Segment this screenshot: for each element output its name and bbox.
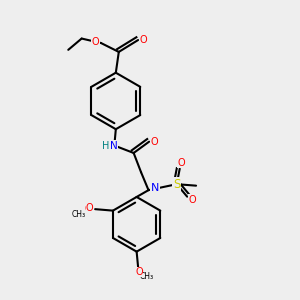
Text: O: O <box>135 268 143 278</box>
Text: S: S <box>173 178 180 191</box>
Text: O: O <box>151 137 158 147</box>
Text: N: N <box>110 140 117 151</box>
Text: H: H <box>102 140 110 151</box>
Text: O: O <box>135 267 143 277</box>
Text: O: O <box>86 203 94 213</box>
Text: CH₃: CH₃ <box>72 210 86 219</box>
Text: O: O <box>85 204 92 214</box>
Text: O: O <box>177 158 185 168</box>
Text: N: N <box>151 183 159 193</box>
Text: O: O <box>92 37 99 46</box>
Text: O: O <box>140 35 147 45</box>
Text: CH₃: CH₃ <box>140 272 154 280</box>
Text: O: O <box>189 195 196 205</box>
